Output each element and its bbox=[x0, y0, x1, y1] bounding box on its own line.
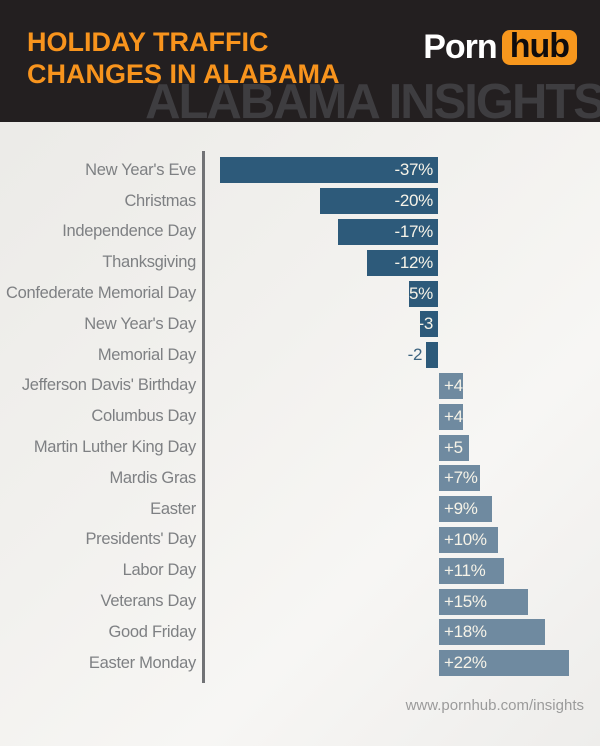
chart-row: Veterans Day +15% bbox=[0, 586, 600, 617]
negative-bar: -20% bbox=[320, 188, 438, 215]
chart-row: Thanksgiving -12% bbox=[0, 247, 600, 278]
negative-bar bbox=[426, 342, 438, 369]
pornhub-logo: Porn hub bbox=[423, 28, 577, 67]
page-title-line2: CHANGES IN ALABAMA bbox=[27, 59, 340, 89]
bar-area: -17% bbox=[207, 217, 600, 248]
footer-url: www.pornhub.com/insights bbox=[405, 697, 584, 714]
bar-area: +4 bbox=[207, 371, 600, 402]
category-label: Memorial Day bbox=[97, 345, 196, 364]
bar-value-label: +4 bbox=[444, 375, 463, 395]
category-label: Martin Luther King Day bbox=[33, 438, 196, 457]
bar-area: +22% bbox=[207, 648, 600, 679]
positive-bar: +18% bbox=[439, 619, 546, 646]
positive-bar: +10% bbox=[439, 526, 498, 553]
bar-area: +5 bbox=[207, 432, 600, 463]
bar-value-label: +22% bbox=[444, 653, 487, 673]
chart-row: Martin Luther King Day +5 bbox=[0, 432, 600, 463]
bar-area: -3 bbox=[207, 309, 600, 340]
bar-area: -20% bbox=[207, 186, 600, 217]
bar-value-label: -3 bbox=[418, 314, 433, 334]
category-label: Independence Day bbox=[62, 222, 196, 241]
bar-value-label: +9% bbox=[444, 499, 478, 519]
bar-value-label: +18% bbox=[444, 622, 487, 642]
positive-bar: +22% bbox=[439, 650, 569, 677]
category-label: New Year's Day bbox=[84, 314, 196, 333]
bar-area: -2 bbox=[207, 340, 600, 371]
chart-row: Memorial Day -2 bbox=[0, 340, 600, 371]
bar-value-label: +5 bbox=[444, 437, 463, 457]
pornhub-logo-porn-text: Porn bbox=[423, 28, 497, 66]
bar-area: +11% bbox=[207, 555, 600, 586]
bar-value-label: +7% bbox=[444, 468, 478, 488]
chart-row: Easter +9% bbox=[0, 494, 600, 525]
category-label: Jefferson Davis' Birthday bbox=[21, 376, 196, 395]
chart-row: New Year's Eve -37% bbox=[0, 155, 600, 186]
category-label: Easter Monday bbox=[88, 653, 196, 672]
holiday-traffic-bar-chart: New Year's Eve -37% Christmas -20% Independe… bbox=[0, 151, 600, 683]
bar-value-label: -12% bbox=[394, 252, 433, 272]
bar-area: +9% bbox=[207, 494, 600, 525]
chart-row: New Year's Day -3 bbox=[0, 309, 600, 340]
bar-area: +4 bbox=[207, 401, 600, 432]
category-label: Confederate Memorial Day bbox=[6, 284, 196, 303]
category-label: New Year's Eve bbox=[85, 160, 196, 179]
page-title-line1: HOLIDAY TRAFFIC bbox=[27, 27, 269, 57]
positive-bar: +11% bbox=[439, 557, 504, 584]
watermark-text: ALABAMA INSIGHTS bbox=[145, 75, 600, 122]
footer: www.pornhub.com/insights bbox=[406, 697, 584, 714]
bar-value-label: -17% bbox=[394, 221, 433, 241]
header: ALABAMA INSIGHTS HOLIDAY TRAFFIC CHANGES… bbox=[0, 0, 600, 122]
category-label: Christmas bbox=[124, 191, 196, 210]
positive-bar: +9% bbox=[439, 496, 493, 523]
bar-value-label: -20% bbox=[394, 191, 434, 211]
chart-row: Jefferson Davis' Birthday +4 bbox=[0, 371, 600, 402]
chart-row: Easter Monday +22% bbox=[0, 648, 600, 679]
bar-value-label: +15% bbox=[444, 591, 487, 611]
chart-row: Presidents' Day +10% bbox=[0, 525, 600, 556]
negative-bar: -3 bbox=[418, 311, 438, 338]
bar-value-label: -5% bbox=[403, 283, 434, 303]
chart-row: Mardis Gras +7% bbox=[0, 463, 600, 494]
bar-value-label: +10% bbox=[444, 529, 487, 549]
bar-area: +10% bbox=[207, 525, 600, 556]
category-label: Veterans Day bbox=[100, 592, 197, 611]
negative-bar: -5% bbox=[404, 280, 438, 307]
bar-value-label: +4 bbox=[444, 406, 463, 426]
negative-bar: -17% bbox=[337, 218, 438, 245]
bar-value-label: +11% bbox=[444, 560, 486, 580]
category-label: Presidents' Day bbox=[85, 530, 196, 549]
bar-area: -37% bbox=[207, 155, 600, 186]
page-title: HOLIDAY TRAFFIC CHANGES IN ALABAMA bbox=[27, 26, 340, 90]
bar-area: -5% bbox=[207, 278, 600, 309]
bar-area: -12% bbox=[207, 247, 600, 278]
negative-bar: -37% bbox=[219, 157, 438, 184]
axis-baseline bbox=[202, 151, 205, 683]
positive-bar: +7% bbox=[439, 465, 481, 492]
chart-row: Confederate Memorial Day -5% bbox=[0, 278, 600, 309]
chart-rows: New Year's Eve -37% Christmas -20% Independe… bbox=[0, 155, 600, 679]
positive-bar: +4 bbox=[439, 403, 463, 430]
chart-row: Labor Day +11% bbox=[0, 555, 600, 586]
category-label: Good Friday bbox=[108, 622, 197, 641]
chart-row: Good Friday +18% bbox=[0, 617, 600, 648]
chart-row: Independence Day -17% bbox=[0, 217, 600, 248]
category-label: Columbus Day bbox=[91, 407, 196, 426]
pornhub-logo-hub-badge: hub bbox=[501, 29, 577, 65]
positive-bar: +4 bbox=[439, 372, 463, 399]
bar-area: +7% bbox=[207, 463, 600, 494]
negative-bar: -12% bbox=[367, 249, 438, 276]
category-label: Thanksgiving bbox=[102, 253, 196, 272]
category-label: Mardis Gras bbox=[109, 468, 196, 487]
bar-value-label: -37% bbox=[394, 160, 433, 180]
bar-value-label: -2 bbox=[407, 345, 423, 365]
bar-area: +18% bbox=[207, 617, 600, 648]
category-label: Easter bbox=[150, 499, 196, 518]
positive-bar: +15% bbox=[439, 588, 528, 615]
category-label: Labor Day bbox=[122, 561, 197, 580]
bar-area: +15% bbox=[207, 586, 600, 617]
chart-row: Christmas -20% bbox=[0, 186, 600, 217]
positive-bar: +5 bbox=[439, 434, 469, 461]
chart-row: Columbus Day +4 bbox=[0, 401, 600, 432]
